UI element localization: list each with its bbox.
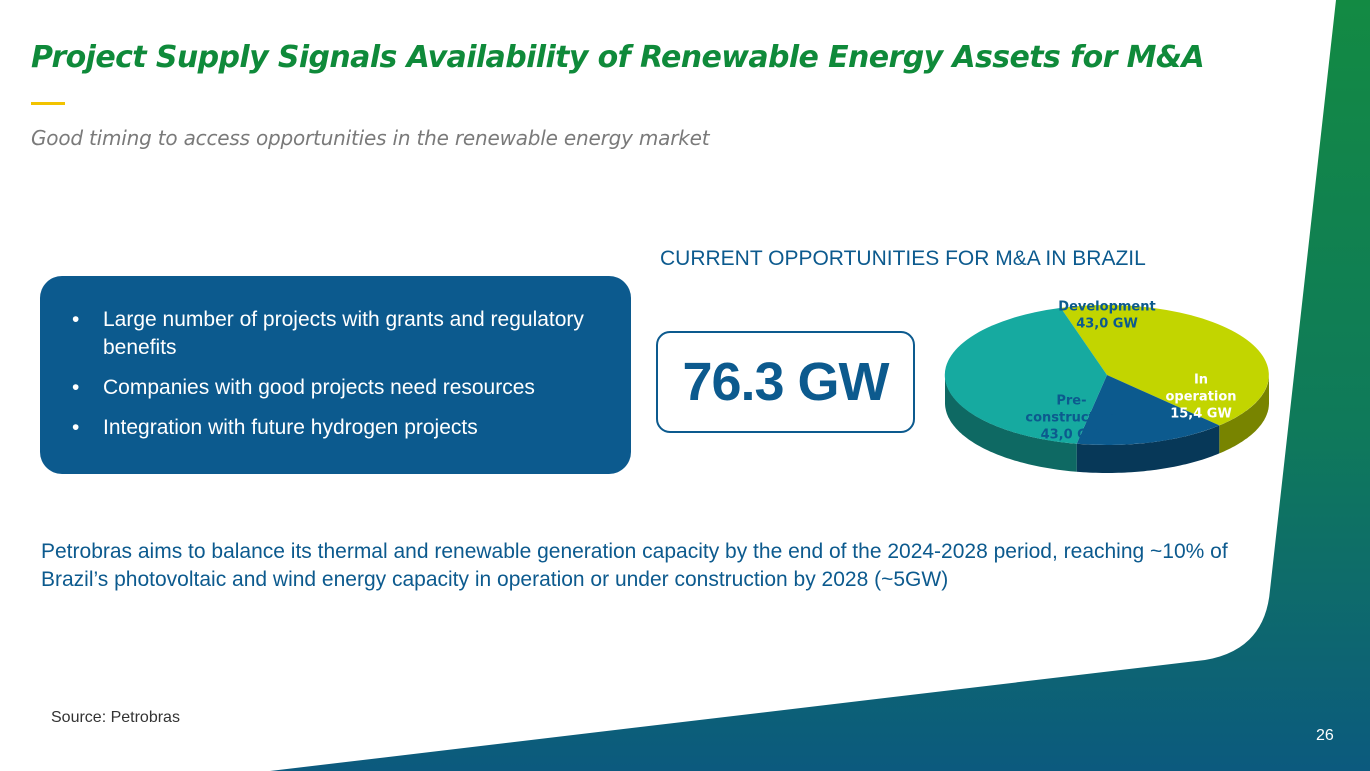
pie-slice-label-1: In operation 15,4 GW (1165, 372, 1236, 421)
bullet-marker: • (72, 416, 80, 439)
title-accent-rule (31, 102, 65, 105)
pie-slice-label-2: Pre-construction 43,0 GW (1025, 393, 1117, 442)
highlights-list: • Large number of projects with grants an… (72, 306, 611, 442)
pie-slice-side-0 (1219, 374, 1269, 454)
highlight-text: Companies with good projects need resour… (103, 376, 535, 399)
page-title: Project Supply Signals Availability of R… (31, 40, 1205, 75)
total-capacity-box: 76.3 GW (656, 331, 915, 433)
highlight-item: • Integration with future hydrogen projec… (72, 414, 611, 442)
pie-chart: Development 43,0 GW In operation 15,4 GW Pre-… (944, 300, 1269, 473)
page-number: 26 (1316, 727, 1334, 744)
source-note: Source: Petrobras (51, 709, 180, 726)
strategy-statement: Petrobras aims to balance its thermal an… (41, 540, 1228, 591)
pie-slice-side-2 (945, 374, 1077, 472)
chart-heading: CURRENT OPPORTUNITIES FOR M&A IN BRAZIL (660, 247, 1146, 270)
total-capacity-value: 76.3 GW (682, 352, 889, 412)
highlights-box: • Large number of projects with grants an… (40, 276, 631, 474)
highlight-item: • Companies with good projects need resou… (72, 374, 611, 402)
pie-slice-0 (1060, 305, 1269, 426)
highlight-text: Integration with future hydrogen project… (103, 416, 478, 439)
page-subtitle: Good timing to access opportunities in t… (31, 126, 710, 150)
bullet-marker: • (72, 376, 80, 399)
bullet-marker: • (72, 308, 80, 331)
highlight-item: • Large number of projects with grants an… (72, 306, 611, 362)
highlight-text: Large number of projects with grants and… (103, 308, 584, 359)
pie-slice-2 (944, 307, 1107, 444)
pie-slice-side-1 (1076, 425, 1220, 473)
green-corner-swoosh (270, 0, 1370, 771)
pie-slice-1 (1076, 375, 1220, 446)
pie-slice-label-0: Development 43,0 GW (1058, 300, 1155, 332)
